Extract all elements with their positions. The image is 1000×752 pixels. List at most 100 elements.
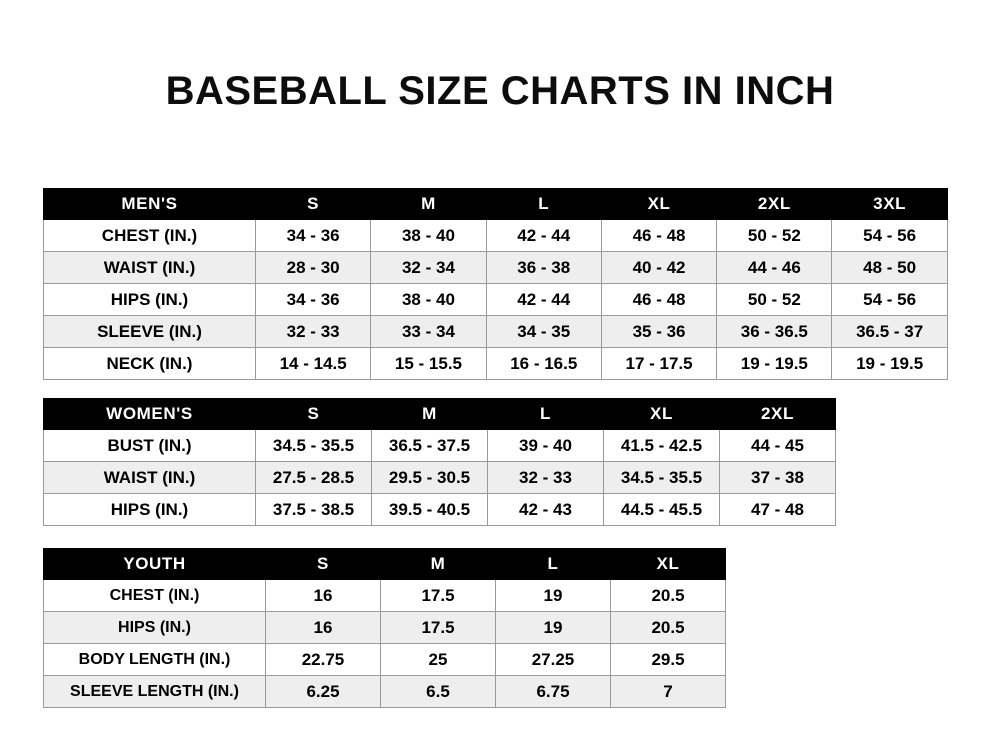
youth-cell-hips-s: 16 [265,611,381,644]
mens-table-body: CHEST (IN.) 34 - 36 38 - 40 42 - 44 46 -… [43,219,948,380]
womens-cell-waist-m: 29.5 - 30.5 [371,461,488,494]
table-row: WAIST (IN.) 27.5 - 28.5 29.5 - 30.5 32 -… [43,461,836,494]
youth-cell-body-length-l: 27.25 [495,643,611,676]
youth-column-header-m: M [380,548,496,580]
youth-row-label-chest: CHEST (IN.) [43,579,266,612]
mens-column-header-xl: XL [600,188,718,220]
mens-cell-neck-3xl: 19 - 19.5 [831,347,948,380]
youth-cell-body-length-m: 25 [380,643,496,676]
mens-column-header-2xl: 2XL [716,188,833,220]
mens-cell-sleeve-m: 33 - 34 [370,315,487,348]
youth-cell-hips-xl: 20.5 [610,611,726,644]
womens-cell-waist-2xl: 37 - 38 [719,461,836,494]
youth-size-table: YOUTH S M L XL CHEST (IN.) 16 17.5 19 20… [43,548,726,708]
mens-column-header-m: M [370,188,487,220]
table-row: HIPS (IN.) 16 17.5 19 20.5 [43,611,726,644]
youth-cell-chest-l: 19 [495,579,611,612]
mens-cell-sleeve-l: 34 - 35 [485,315,602,348]
mens-cell-sleeve-s: 32 - 33 [254,315,372,348]
youth-cell-hips-m: 17.5 [380,611,496,644]
mens-column-header-3xl: 3XL [831,188,948,220]
youth-cell-chest-xl: 20.5 [610,579,726,612]
youth-column-header-xl: XL [610,548,726,580]
mens-cell-neck-xl: 17 - 17.5 [600,347,718,380]
youth-cell-sleeve-length-s: 6.25 [265,675,381,708]
table-row: CHEST (IN.) 16 17.5 19 20.5 [43,579,726,612]
womens-table-body: BUST (IN.) 34.5 - 35.5 36.5 - 37.5 39 - … [43,429,836,526]
youth-table-header: YOUTH S M L XL [43,548,726,580]
mens-cell-neck-m: 15 - 15.5 [370,347,487,380]
womens-row-label-bust: BUST (IN.) [43,429,256,462]
mens-cell-sleeve-xl: 35 - 36 [600,315,718,348]
womens-corner-label: WOMEN'S [43,398,256,430]
womens-row-label-hips: HIPS (IN.) [43,493,256,526]
mens-cell-waist-s: 28 - 30 [254,251,372,284]
mens-cell-chest-m: 38 - 40 [370,219,487,252]
youth-corner-label: YOUTH [43,548,266,580]
youth-cell-body-length-s: 22.75 [265,643,381,676]
youth-cell-sleeve-length-m: 6.5 [380,675,496,708]
womens-cell-hips-l: 42 - 43 [487,493,604,526]
womens-table-header: WOMEN'S S M L XL 2XL [43,398,836,430]
table-row: SLEEVE (IN.) 32 - 33 33 - 34 34 - 35 35 … [43,315,948,348]
mens-header-row: MEN'S S M L XL 2XL 3XL [43,188,948,220]
mens-row-label-hips: HIPS (IN.) [43,283,256,316]
womens-cell-hips-s: 37.5 - 38.5 [255,493,372,526]
mens-cell-hips-m: 38 - 40 [370,283,487,316]
womens-cell-bust-s: 34.5 - 35.5 [255,429,372,462]
mens-table-header: MEN'S S M L XL 2XL 3XL [43,188,948,220]
womens-column-header-s: S [255,398,372,430]
womens-column-header-2xl: 2XL [719,398,836,430]
youth-column-header-s: S [265,548,381,580]
mens-corner-label: MEN'S [43,188,256,220]
mens-cell-waist-2xl: 44 - 46 [716,251,833,284]
mens-cell-hips-s: 34 - 36 [254,283,372,316]
mens-cell-waist-xl: 40 - 42 [600,251,718,284]
mens-row-label-neck: NECK (IN.) [43,347,256,380]
table-row: SLEEVE LENGTH (IN.) 6.25 6.5 6.75 7 [43,675,726,708]
womens-column-header-m: M [371,398,488,430]
mens-cell-hips-xl: 46 - 48 [600,283,718,316]
mens-row-label-waist: WAIST (IN.) [43,251,256,284]
womens-header-row: WOMEN'S S M L XL 2XL [43,398,836,430]
mens-column-header-l: L [485,188,602,220]
womens-cell-hips-xl: 44.5 - 45.5 [603,493,720,526]
womens-cell-hips-m: 39.5 - 40.5 [371,493,488,526]
mens-cell-hips-l: 42 - 44 [485,283,602,316]
womens-cell-bust-m: 36.5 - 37.5 [371,429,488,462]
table-row: BUST (IN.) 34.5 - 35.5 36.5 - 37.5 39 - … [43,429,836,462]
mens-cell-neck-s: 14 - 14.5 [254,347,372,380]
mens-column-header-s: S [254,188,372,220]
youth-header-row: YOUTH S M L XL [43,548,726,580]
page-title: BASEBALL SIZE CHARTS IN INCH [165,69,835,113]
youth-table-body: CHEST (IN.) 16 17.5 19 20.5 HIPS (IN.) 1… [43,579,726,708]
mens-cell-chest-xl: 46 - 48 [600,219,718,252]
youth-column-header-l: L [495,548,611,580]
womens-cell-waist-xl: 34.5 - 35.5 [603,461,720,494]
table-row: HIPS (IN.) 37.5 - 38.5 39.5 - 40.5 42 - … [43,493,836,526]
table-row: NECK (IN.) 14 - 14.5 15 - 15.5 16 - 16.5… [43,347,948,380]
womens-column-header-xl: XL [603,398,720,430]
mens-cell-chest-2xl: 50 - 52 [716,219,833,252]
mens-row-label-chest: CHEST (IN.) [43,219,256,252]
youth-row-label-sleeve-length: SLEEVE LENGTH (IN.) [43,675,266,708]
youth-cell-sleeve-length-xl: 7 [610,675,726,708]
mens-cell-neck-l: 16 - 16.5 [485,347,602,380]
mens-cell-hips-3xl: 54 - 56 [831,283,948,316]
table-row: BODY LENGTH (IN.) 22.75 25 27.25 29.5 [43,643,726,676]
womens-cell-bust-xl: 41.5 - 42.5 [603,429,720,462]
mens-cell-waist-3xl: 48 - 50 [831,251,948,284]
youth-cell-chest-m: 17.5 [380,579,496,612]
mens-cell-hips-2xl: 50 - 52 [716,283,833,316]
womens-cell-waist-l: 32 - 33 [487,461,604,494]
youth-row-label-body-length: BODY LENGTH (IN.) [43,643,266,676]
mens-cell-chest-3xl: 54 - 56 [831,219,948,252]
mens-row-label-sleeve: SLEEVE (IN.) [43,315,256,348]
mens-cell-sleeve-3xl: 36.5 - 37 [831,315,948,348]
youth-cell-chest-s: 16 [265,579,381,612]
youth-cell-body-length-xl: 29.5 [610,643,726,676]
womens-size-table: WOMEN'S S M L XL 2XL BUST (IN.) 34.5 - 3… [43,398,836,526]
mens-size-table: MEN'S S M L XL 2XL 3XL CHEST (IN.) 34 - … [43,188,948,380]
womens-row-label-waist: WAIST (IN.) [43,461,256,494]
youth-cell-hips-l: 19 [495,611,611,644]
